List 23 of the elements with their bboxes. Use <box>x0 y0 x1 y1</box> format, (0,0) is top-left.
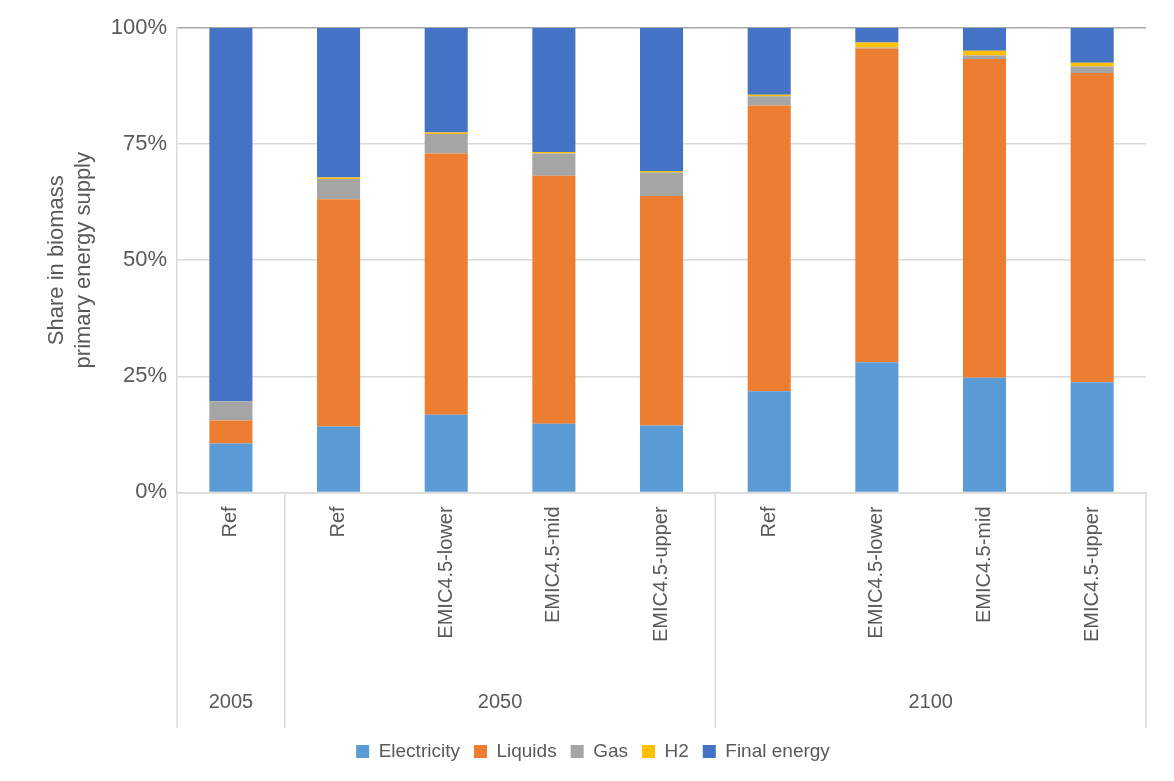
x-tick-label: EMIC4.5-upper <box>1079 506 1102 643</box>
x-tick-label: Ref <box>326 505 349 538</box>
legend-label: Final energy <box>725 739 831 761</box>
y-tick-label: 75% <box>123 130 168 156</box>
x-tick-label: EMIC4.5-lower <box>864 506 887 639</box>
legend-label: Electricity <box>378 739 461 761</box>
text: 2005 <box>208 689 254 712</box>
y-axis-title: Share in biomass primary energy supply <box>43 151 95 369</box>
x-tick-label: EMIC4.5-lower <box>433 506 456 639</box>
legend-label: Liquids <box>496 739 557 761</box>
x-tick-label: EMIC4.5-mid <box>972 506 995 624</box>
x-tick-label: Ref <box>756 505 779 538</box>
y-tick-label: 25% <box>123 362 168 388</box>
legend-label: H2 <box>664 739 689 761</box>
y-tick-label: 0% <box>135 478 168 504</box>
x-tick-label: EMIC4.5-upper <box>649 506 672 643</box>
y-tick-label: 50% <box>123 246 168 272</box>
x-tick-label: Ref <box>218 505 241 538</box>
legend-label: Gas <box>593 739 629 761</box>
text: 2050 <box>477 689 523 712</box>
y-tick-label: 100% <box>110 14 168 40</box>
x-tick-label: EMIC4.5-mid <box>541 506 564 624</box>
text: 2100 <box>908 689 953 712</box>
